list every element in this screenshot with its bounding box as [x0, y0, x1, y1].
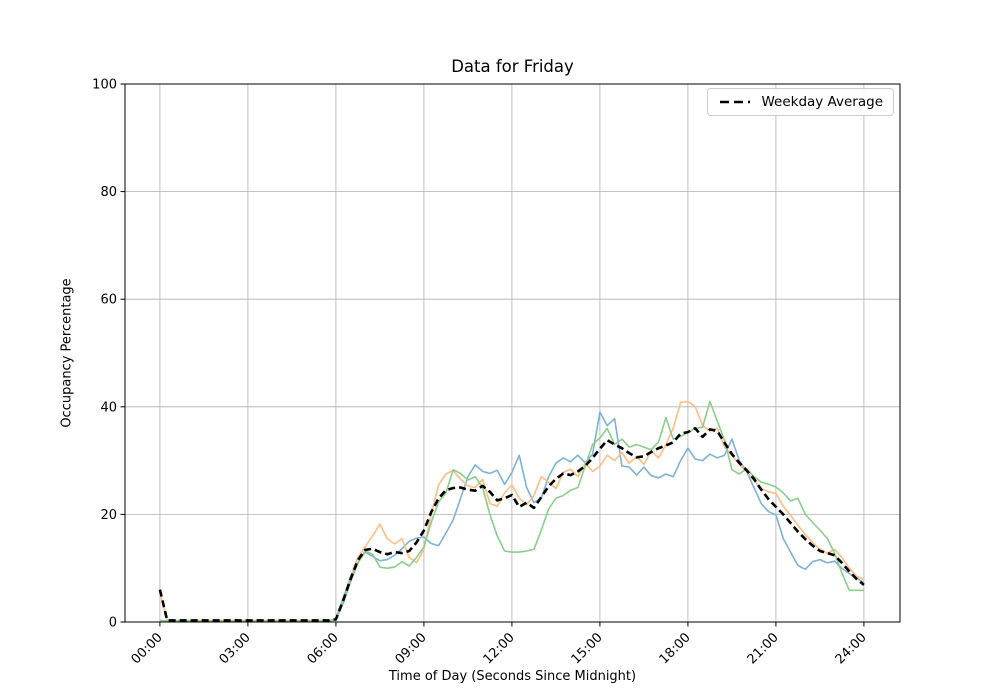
y-axis-label: Occupancy Percentage [59, 278, 75, 428]
legend: Weekday Average [707, 88, 894, 116]
y-tick-label: 60 [100, 293, 117, 308]
x-tick-label: 15:00 [569, 630, 606, 667]
y-tick-label: 80 [100, 185, 117, 200]
x-tick-label: 18:00 [657, 630, 694, 667]
x-tick-label: 21:00 [745, 630, 782, 667]
x-tick-label: 00:00 [129, 630, 166, 667]
legend-label: Weekday Average [761, 94, 883, 110]
legend-dash-icon [720, 100, 751, 104]
x-tick-label: 12:00 [481, 630, 518, 667]
y-tick-label: 100 [92, 78, 117, 93]
axes-spines [124, 83, 901, 623]
x-tick-label: 06:00 [305, 630, 342, 667]
y-tick-label: 0 [109, 616, 117, 631]
y-tick-label: 20 [100, 508, 117, 523]
x-tick-label: 09:00 [393, 630, 430, 667]
chart-title: Data for Friday [451, 57, 574, 76]
x-axis-label: Time of Day (Seconds Since Midnight) [388, 669, 637, 684]
y-tick-label: 40 [100, 400, 117, 415]
series-line-weekday-average [158, 427, 865, 622]
x-tick-label: 03:00 [217, 630, 254, 667]
x-tick-label: 24:00 [833, 630, 870, 667]
